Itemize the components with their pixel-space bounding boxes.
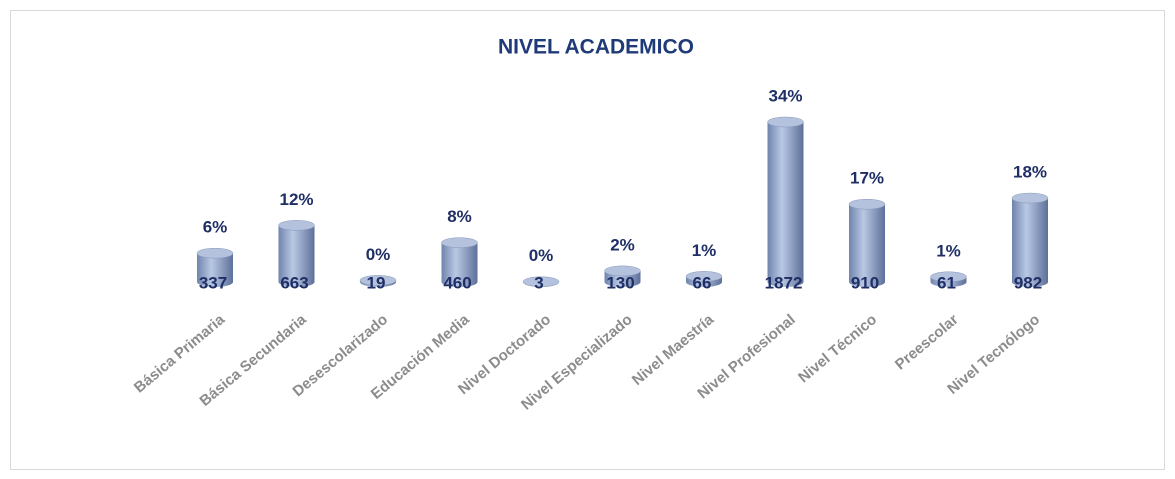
bar-top [522, 276, 560, 287]
percent-label: 12% [279, 190, 313, 209]
bar-top [1011, 192, 1049, 204]
bar-top [278, 220, 315, 231]
percent-label: 1% [692, 241, 717, 260]
value-label: 910 [851, 273, 879, 292]
bar-top [848, 198, 886, 210]
value-label: 19 [367, 273, 386, 292]
bar-top [930, 271, 967, 283]
bar [441, 242, 478, 287]
bar-top [604, 265, 641, 277]
bar [1012, 198, 1048, 287]
percent-label: 0% [529, 246, 554, 265]
value-label: 130 [606, 273, 634, 292]
chart-frame [10, 10, 1165, 470]
percent-label: 8% [447, 207, 472, 226]
value-label: 982 [1014, 273, 1042, 292]
percent-label: 34% [768, 86, 802, 105]
value-label: 66 [693, 273, 712, 292]
percent-label: 18% [1013, 163, 1047, 182]
percent-label: 1% [936, 241, 961, 260]
value-label: 460 [443, 273, 471, 292]
percent-label: 17% [850, 169, 884, 188]
bar-top [359, 275, 397, 286]
bar [767, 122, 804, 287]
percent-label: 0% [366, 245, 391, 264]
value-label: 1872 [765, 273, 803, 292]
bar-top [685, 271, 723, 282]
value-label: 663 [280, 273, 308, 292]
bar-top [441, 237, 478, 248]
bar-top [767, 116, 804, 128]
value-label: 61 [937, 273, 956, 292]
bar [849, 204, 885, 287]
percent-label: 2% [610, 235, 635, 254]
bar-top [196, 247, 234, 259]
percent-label: 6% [203, 218, 228, 237]
bar [197, 253, 233, 287]
bar [278, 225, 315, 287]
value-label: 3 [534, 273, 543, 292]
value-label: 337 [199, 273, 227, 292]
chart-title: NIVEL ACADEMICO [498, 36, 694, 59]
